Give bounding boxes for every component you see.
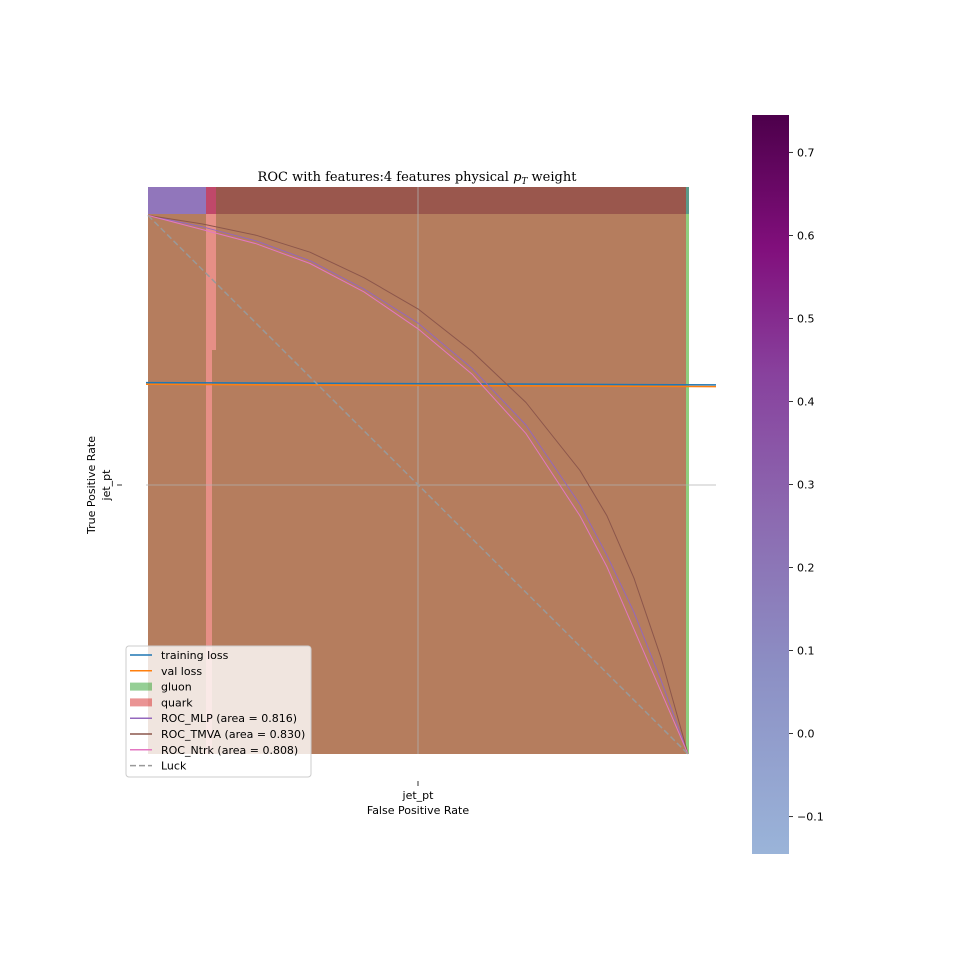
series-training-loss [145,381,717,386]
heatmap-topleft-cell [148,187,206,214]
colorbar-tick-label: 0.6 [797,229,815,242]
legend-item-quark: quark [130,696,193,709]
y-axis-label: True Positive Rate [85,436,98,535]
quark-bar [206,187,212,754]
quark-bar-short [210,187,216,350]
legend-box [125,645,312,778]
colorbar-tick-label: 0.4 [797,395,815,408]
histograms [206,187,689,754]
series-roc-tmva-area-0-830 [147,214,689,755]
colorbar-tick-label: 0.0 [797,728,815,741]
legend-item-roc-mlp-area-0-816: ROC_MLP (area = 0.816) [130,712,297,725]
legend-label: val loss [161,665,202,678]
legend-label: quark [161,696,193,709]
grid [146,187,716,754]
legend-label: Luck [161,760,187,773]
legend-item-roc-tmva-area-0-830: ROC_TMVA (area = 0.830) [130,728,305,741]
legend-swatch [130,698,152,707]
x-tick-label: jet_pt [402,789,435,802]
colorbar-tick-label: −0.1 [797,811,824,824]
legend-item-roc-ntrk-area-0-808: ROC_Ntrk (area = 0.808) [130,744,298,757]
colorbar: −0.1 0.0 0.1 0.2 0.3 0.4 0.5 0.6 0.7 [752,115,824,854]
series-layer [145,214,717,755]
quark-bar-top [206,187,216,214]
legend-item-training-loss: training loss [130,649,229,662]
gluon-bar [686,187,689,754]
series-roc-ntrk-area-0-808 [147,214,689,755]
series-luck [147,214,689,755]
legend-item-val-loss: val loss [130,665,202,678]
legend-label: training loss [161,649,229,662]
legend-item-luck: Luck [130,760,187,773]
series-val-loss [145,383,717,388]
colorbar-tick-label: 0.1 [797,645,815,658]
y-tick-label: jet_pt [100,469,113,502]
x-axis-label: False Positive Rate [367,804,469,817]
colorbar-tick-label: 0.3 [797,479,815,492]
legend-swatch [130,682,152,691]
colorbar-tick-label: 0.7 [797,146,815,159]
legend-item-gluon: gluon [130,681,192,694]
legend-label: ROC_TMVA (area = 0.830) [161,728,305,741]
legend-label: ROC_Ntrk (area = 0.808) [161,744,298,757]
colorbar-tick-label: 0.2 [797,562,815,575]
gluon-bar-top [686,187,689,214]
legend-label: gluon [161,681,192,694]
colorbar-tick-label: 0.5 [797,312,815,325]
legend-label: ROC_MLP (area = 0.816) [161,712,297,725]
chart-title: ROC with features:4 features physical pT… [258,170,578,187]
series-roc-mlp-area-0-816 [147,214,689,755]
legend: training loss val loss gluon quark ROC_MLP (… [125,645,312,778]
colorbar-gradient [752,115,789,854]
